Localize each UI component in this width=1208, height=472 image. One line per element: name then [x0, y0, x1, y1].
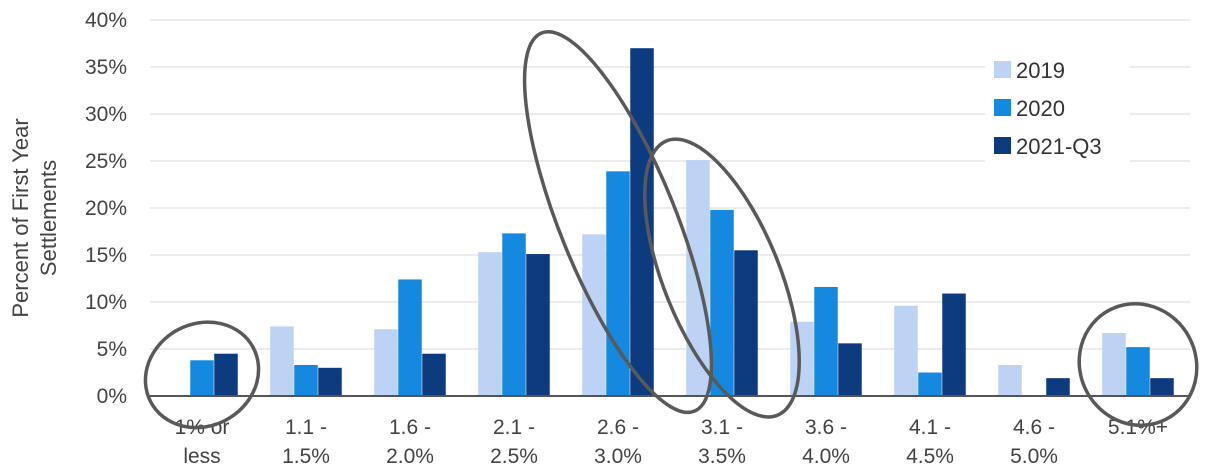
y-axis-title: Percent of First Year — [8, 118, 33, 317]
bar-2021-q3-8 — [1046, 378, 1070, 396]
bar-2021-q3-7 — [942, 293, 966, 396]
x-tick-label: 1.6 - — [389, 416, 431, 439]
x-tick-label: 4.0% — [802, 445, 850, 468]
bar-2021-q3-3 — [526, 254, 550, 396]
highlight-ellipse — [522, 30, 714, 415]
bar-2021-q3-5 — [734, 250, 758, 396]
y-tick-label: 0% — [97, 385, 127, 408]
x-tick-label: 4.5% — [906, 445, 954, 468]
bar-2021-q3-9 — [1150, 378, 1174, 396]
legend-label: 2021-Q3 — [1016, 134, 1102, 159]
bar-2019-9 — [1102, 333, 1126, 396]
x-tick-label: 4.1 - — [909, 416, 951, 439]
highlight-ellipse — [143, 320, 261, 430]
bar-2020-5 — [710, 209, 734, 396]
bar-2021-q3-2 — [422, 353, 446, 396]
y-tick-label: 15% — [85, 244, 127, 267]
bar-2019-2 — [374, 329, 398, 396]
bar-2020-1 — [294, 364, 318, 396]
legend-label: 2020 — [1016, 96, 1065, 121]
x-tick-label: 3.0% — [594, 445, 642, 468]
bar-2020-6 — [814, 286, 838, 396]
x-tick-label: 3.5% — [698, 445, 746, 468]
y-tick-label: 30% — [85, 103, 127, 126]
bar-2019-7 — [894, 305, 918, 396]
legend-swatch — [994, 61, 1011, 78]
x-tick-label: less — [183, 445, 220, 468]
bars — [190, 48, 1174, 396]
x-tick-label: 4.6 - — [1013, 416, 1055, 439]
bar-2020-3 — [502, 233, 526, 396]
x-tick-label: 1.1 - — [285, 416, 327, 439]
y-axis-label: Percent of First Year Settlements — [8, 118, 61, 317]
highlight-ellipses — [143, 30, 1199, 430]
bar-2019-4 — [582, 234, 606, 396]
y-axis-title: Settlements — [36, 160, 61, 276]
x-tick-label: 2.1 - — [493, 416, 535, 439]
x-tick-label: 5.0% — [1010, 445, 1058, 468]
y-tick-label: 20% — [85, 197, 127, 220]
y-axis-ticks: 0% 5% 10% 15% 20% 25% 30% 35% 40% — [85, 9, 127, 408]
x-tick-label: 3.1 - — [701, 416, 743, 439]
bar-2019-8 — [998, 364, 1022, 396]
y-tick-label: 5% — [97, 338, 127, 361]
gridlines — [150, 19, 1190, 350]
x-tick-label: 2.5% — [490, 445, 538, 468]
bar-2020-7 — [918, 372, 942, 396]
legend: 2019 2020 2021-Q3 — [985, 48, 1130, 170]
highlight-ellipse — [643, 137, 801, 419]
y-tick-label: 40% — [85, 9, 127, 32]
y-tick-label: 35% — [85, 56, 127, 79]
bar-2019-1 — [270, 326, 294, 396]
x-tick-label: 3.6 - — [805, 416, 847, 439]
legend-swatch — [994, 99, 1011, 116]
highlight-ellipse — [1077, 302, 1199, 427]
legend-label: 2019 — [1016, 58, 1065, 83]
y-tick-label: 10% — [85, 291, 127, 314]
x-tick-label: 2.6 - — [597, 416, 639, 439]
bar-2020-2 — [398, 279, 422, 396]
legend-swatch — [994, 137, 1011, 154]
bar-2021-q3-1 — [318, 367, 342, 396]
bar-2020-9 — [1126, 347, 1150, 396]
bar-2019-3 — [478, 252, 502, 396]
bar-2019-6 — [790, 321, 814, 396]
bar-2020-0 — [190, 360, 214, 396]
bar-2021-q3-6 — [838, 343, 862, 396]
bar-2021-q3-0 — [214, 353, 238, 396]
x-tick-label: 2.0% — [386, 445, 434, 468]
y-tick-label: 25% — [85, 150, 127, 173]
x-tick-label: 1.5% — [282, 445, 330, 468]
bar-2021-q3-4 — [630, 48, 654, 396]
